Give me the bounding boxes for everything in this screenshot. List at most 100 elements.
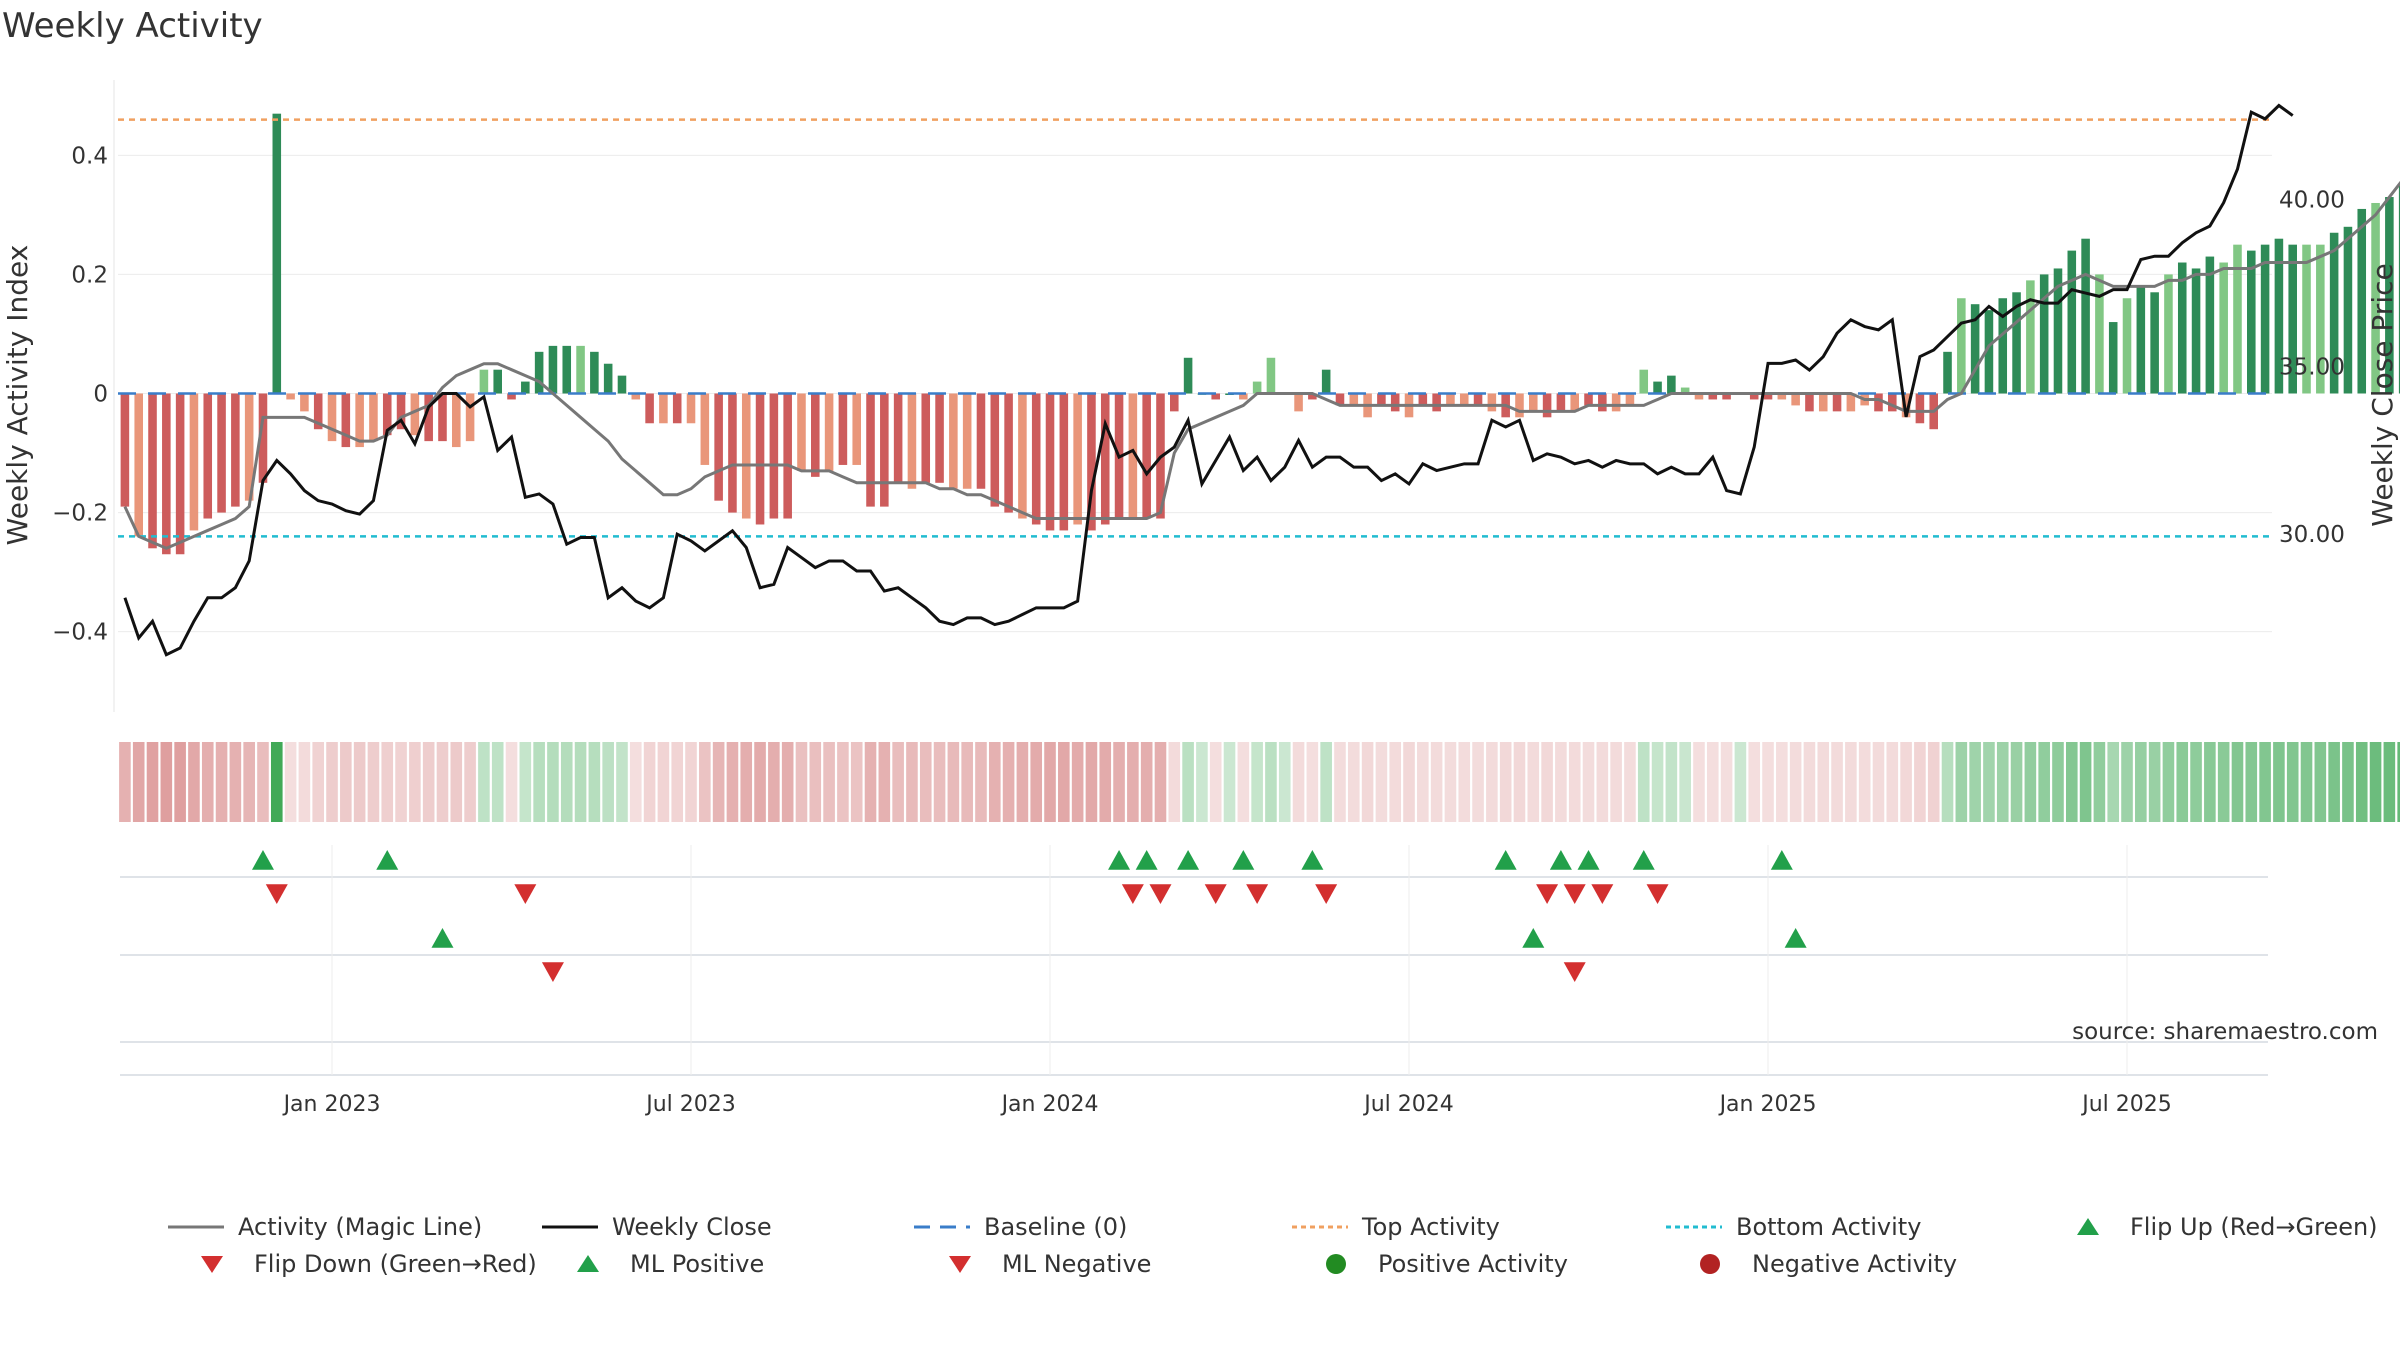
legend-swatch xyxy=(1326,1254,1346,1274)
activity-bar xyxy=(313,393,323,430)
activity-bar xyxy=(1459,393,1469,406)
activity-bar xyxy=(203,393,213,519)
left-tick-label: 0 xyxy=(93,382,108,408)
activity-bar xyxy=(2081,238,2090,394)
activity-bar xyxy=(631,393,641,400)
activity-strip-cell xyxy=(1168,742,1181,822)
legend-item: ML Negative xyxy=(930,1250,1151,1278)
chart-title: Weekly Activity xyxy=(2,6,263,46)
activity-strip-cell xyxy=(1527,742,1540,822)
legend-label: Activity (Magic Line) xyxy=(238,1213,483,1241)
activity-strip-cell xyxy=(712,742,725,822)
activity-strip-cell xyxy=(1196,742,1208,822)
left-axis-title: Weekly Activity Index xyxy=(1,245,34,546)
activity-bar xyxy=(1957,298,1966,394)
activity-strip-cell xyxy=(2024,742,2037,822)
activity-bar xyxy=(617,375,627,394)
activity-strip-cell xyxy=(560,742,573,822)
legend-swatch-marker xyxy=(1326,1254,1346,1274)
activity-bar xyxy=(811,393,820,477)
activity-strip-cell xyxy=(1085,742,1098,822)
activity-strip-cell xyxy=(988,742,1001,822)
activity-strip-cell xyxy=(146,742,159,822)
activity-bar xyxy=(1128,393,1138,519)
series-lines xyxy=(123,103,2400,657)
activity-bar xyxy=(590,351,599,394)
flip-up-marker xyxy=(1549,850,1572,870)
activity-bar xyxy=(1680,387,1690,394)
activity-bar xyxy=(231,393,240,507)
ml-positive-marker xyxy=(1522,928,1545,948)
activity-bar xyxy=(1694,393,1704,400)
activity-strip-cell xyxy=(1444,742,1457,822)
activity-strip-cell xyxy=(1776,742,1788,822)
activity-bar xyxy=(741,393,751,519)
activity-strip-cell xyxy=(754,742,766,822)
flip-down-marker xyxy=(1591,884,1614,904)
activity-bar xyxy=(672,393,682,424)
activity-strip-cell xyxy=(2204,742,2216,822)
activity-strip-cell xyxy=(505,742,518,822)
activity-bar xyxy=(1390,393,1400,412)
activity-bar xyxy=(1584,393,1593,406)
activity-strip-cell xyxy=(1693,742,1705,822)
activity-strip-cell xyxy=(671,742,684,822)
activity-strip-cell xyxy=(340,742,352,822)
activity-strip-cell xyxy=(1789,742,1802,822)
activity-strip-cell xyxy=(1996,742,2009,822)
right-tick-label: 30.00 xyxy=(2279,522,2345,548)
activity-bar xyxy=(686,393,696,424)
activity-bar xyxy=(410,393,420,436)
activity-bar xyxy=(1598,393,1607,412)
activity-bar xyxy=(162,393,171,555)
activity-strip-cell xyxy=(2300,742,2313,822)
activity-strip-cell xyxy=(298,742,311,822)
activity-bar xyxy=(2067,250,2077,394)
activity-bar xyxy=(2260,244,2270,394)
activity-strip-cell xyxy=(1927,742,1940,822)
activity-bar xyxy=(1915,393,1925,424)
activity-bar xyxy=(1087,393,1096,531)
activity-bar xyxy=(452,393,461,448)
ml-negative-marker xyxy=(1563,962,1586,982)
activity-strip-cell xyxy=(933,742,946,822)
legend-item: Baseline (0) xyxy=(912,1213,1127,1241)
activity-strip-cell xyxy=(188,742,200,822)
activity-bar xyxy=(175,393,185,555)
activity-strip-cell xyxy=(436,742,449,822)
activity-bar xyxy=(2247,250,2256,394)
activity-strip-cell xyxy=(1941,742,1954,822)
activity-bar xyxy=(493,369,502,394)
activity-bar xyxy=(1308,393,1317,400)
activity-strip-cell xyxy=(2355,742,2368,822)
legend-swatch xyxy=(168,1225,224,1229)
activity-strip-cell xyxy=(2010,742,2023,822)
activity-strip-cell xyxy=(2231,742,2244,822)
activity-strip-cell xyxy=(781,742,794,822)
legend-label: Baseline (0) xyxy=(984,1213,1128,1241)
left-tick-label: 0.2 xyxy=(71,262,108,288)
activity-bar xyxy=(2371,202,2380,394)
flip-up-marker xyxy=(1177,850,1200,870)
activity-bar xyxy=(728,393,737,513)
activity-strip-cell xyxy=(1817,742,1830,822)
activity-strip-cell xyxy=(2162,742,2175,822)
ml-positive-marker xyxy=(1784,928,1807,948)
x-tick-label: Jan 2025 xyxy=(1718,1092,1817,1117)
legend-item: Flip Down (Green→Red) xyxy=(182,1250,537,1278)
activity-strip-cell xyxy=(2383,742,2396,822)
activity-bar xyxy=(2108,322,2118,394)
activity-strip-cell xyxy=(1610,742,1622,822)
activity-bar xyxy=(1377,393,1386,406)
activity-strip-cell xyxy=(2369,742,2382,822)
activity-strip-cell xyxy=(1265,742,1277,822)
flip-up-marker xyxy=(1632,850,1655,870)
activity-strip-cell xyxy=(2079,742,2092,822)
activity-strip-cell xyxy=(2148,742,2161,822)
activity-bar xyxy=(1446,393,1455,406)
activity-strip-cell xyxy=(1320,742,1332,822)
axes: 0.4 0.2 0 −0.2 −0.4 40.00 35.00 30.00 Weekly Act… xyxy=(1,80,2399,1117)
activity-bar xyxy=(1763,393,1773,400)
activity-strip-cell xyxy=(174,742,186,822)
activity-strip-cell xyxy=(284,742,297,822)
